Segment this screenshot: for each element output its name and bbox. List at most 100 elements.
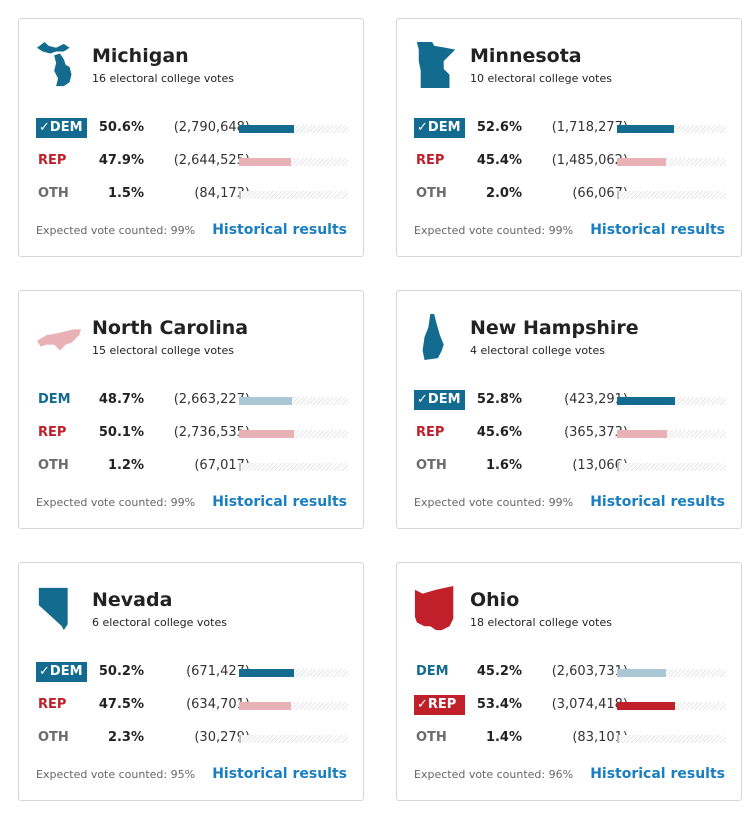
vote-bar-fill [239,125,295,133]
vote-bar [617,669,726,677]
party-label: ✓DEM [414,118,465,138]
check-icon: ✓ [39,664,50,679]
party-label: OTH [38,730,69,745]
vote-count: (66,067) [572,186,628,201]
vote-count: (2,663,227) [173,392,250,407]
expected-vote: Expected vote counted: 99% [414,496,574,509]
result-row-rep: REP 47.5% (634,701) [36,695,348,717]
electoral-votes: 16 electoral college votes [92,72,234,85]
party-label: REP [38,425,67,440]
vote-percent: 1.6% [485,458,522,473]
historical-results-link[interactable]: Historical results [590,494,725,510]
vote-percent: 53.4% [476,697,522,712]
vote-bar-fill [239,702,291,710]
party-label: REP [38,153,67,168]
vote-count: (13,066) [572,458,628,473]
check-icon: ✓ [39,120,50,135]
check-icon: ✓ [417,120,428,135]
state-card-north-carolina: North Carolina 15 electoral college vote… [18,290,364,529]
new-hampshire-map-icon [422,313,444,361]
vote-count: (365,373) [564,425,628,440]
state-name: New Hampshire [470,317,639,339]
vote-count: (83,101) [572,730,628,745]
vote-bar [239,430,348,438]
vote-bar [239,125,348,133]
vote-bar [239,397,348,405]
michigan-map-icon [36,41,72,87]
vote-percent: 52.6% [476,120,522,135]
expected-vote: Expected vote counted: 96% [414,768,574,781]
historical-results-link[interactable]: Historical results [212,222,347,238]
vote-bar-fill [239,158,292,166]
vote-percent: 45.4% [476,153,522,168]
vote-bar-fill [239,669,294,677]
party-label: OTH [38,186,69,201]
result-row-oth: OTH 1.5% (84,173) [36,184,348,206]
result-row-oth: OTH 2.3% (30,279) [36,728,348,750]
vote-bar-fill [617,125,675,133]
party-label: OTH [416,458,447,473]
electoral-votes: 6 electoral college votes [92,616,227,629]
state-card-michigan: Michigan 16 electoral college votes ✓DEM… [18,18,364,257]
vote-bar-fill [617,191,619,199]
vote-percent: 52.8% [476,392,522,407]
state-card-nevada: Nevada 6 electoral college votes ✓DEM 50… [18,562,364,801]
state-name: Michigan [92,45,189,67]
vote-percent: 50.1% [98,425,144,440]
vote-bar-fill [239,735,241,743]
vote-percent: 48.7% [98,392,144,407]
vote-bar-fill [617,669,667,677]
vote-bar [239,191,348,199]
check-icon: ✓ [417,697,428,712]
state-card-minnesota: Minnesota 10 electoral college votes ✓DE… [396,18,742,257]
result-row-oth: OTH 1.2% (67,017) [36,456,348,478]
vote-bar [617,158,726,166]
result-row-dem: ✓DEM 52.8% (423,291) [414,390,726,412]
electoral-votes: 18 electoral college votes [470,616,612,629]
electoral-votes: 15 electoral college votes [92,344,234,357]
historical-results-link[interactable]: Historical results [212,766,347,782]
vote-percent: 47.5% [98,697,144,712]
result-row-rep: REP 45.4% (1,485,062) [414,151,726,173]
party-label: ✓REP [414,695,465,715]
vote-bar-fill [617,735,619,743]
party-label: OTH [416,730,447,745]
historical-results-link[interactable]: Historical results [212,494,347,510]
result-row-dem: ✓DEM 52.6% (1,718,277) [414,118,726,140]
vote-bar [617,191,726,199]
result-row-dem: ✓DEM 50.2% (671,427) [36,662,348,684]
vote-count: (634,701) [186,697,250,712]
vote-count: (2,603,731) [551,664,628,679]
north-carolina-map-icon [36,329,82,351]
state-card-ohio: Ohio 18 electoral college votes DEM 45.2… [396,562,742,801]
vote-count: (2,644,525) [173,153,250,168]
vote-count: (84,173) [194,186,250,201]
ohio-map-icon [414,585,454,631]
electoral-votes: 10 electoral college votes [470,72,612,85]
vote-bar-fill [239,463,241,471]
historical-results-link[interactable]: Historical results [590,766,725,782]
vote-bar [617,397,726,405]
expected-vote: Expected vote counted: 99% [414,224,574,237]
result-row-rep: REP 47.9% (2,644,525) [36,151,348,173]
vote-count: (2,790,648) [173,120,250,135]
historical-results-link[interactable]: Historical results [590,222,725,238]
vote-percent: 2.0% [485,186,522,201]
party-label: OTH [38,458,69,473]
vote-bar [617,463,726,471]
result-row-oth: OTH 1.6% (13,066) [414,456,726,478]
vote-percent: 50.6% [98,120,144,135]
expected-vote: Expected vote counted: 95% [36,768,196,781]
result-row-rep: REP 50.1% (2,736,535) [36,423,348,445]
party-label: DEM [38,392,71,407]
vote-count: (1,718,277) [551,120,628,135]
vote-bar-fill [617,430,667,438]
state-name: Minnesota [470,45,582,67]
vote-percent: 45.2% [476,664,522,679]
vote-percent: 2.3% [107,730,144,745]
result-row-dem: DEM 48.7% (2,663,227) [36,390,348,412]
party-label: ✓DEM [36,118,87,138]
expected-vote: Expected vote counted: 99% [36,496,196,509]
expected-vote: Expected vote counted: 99% [36,224,196,237]
result-row-rep: ✓REP 53.4% (3,074,418) [414,695,726,717]
